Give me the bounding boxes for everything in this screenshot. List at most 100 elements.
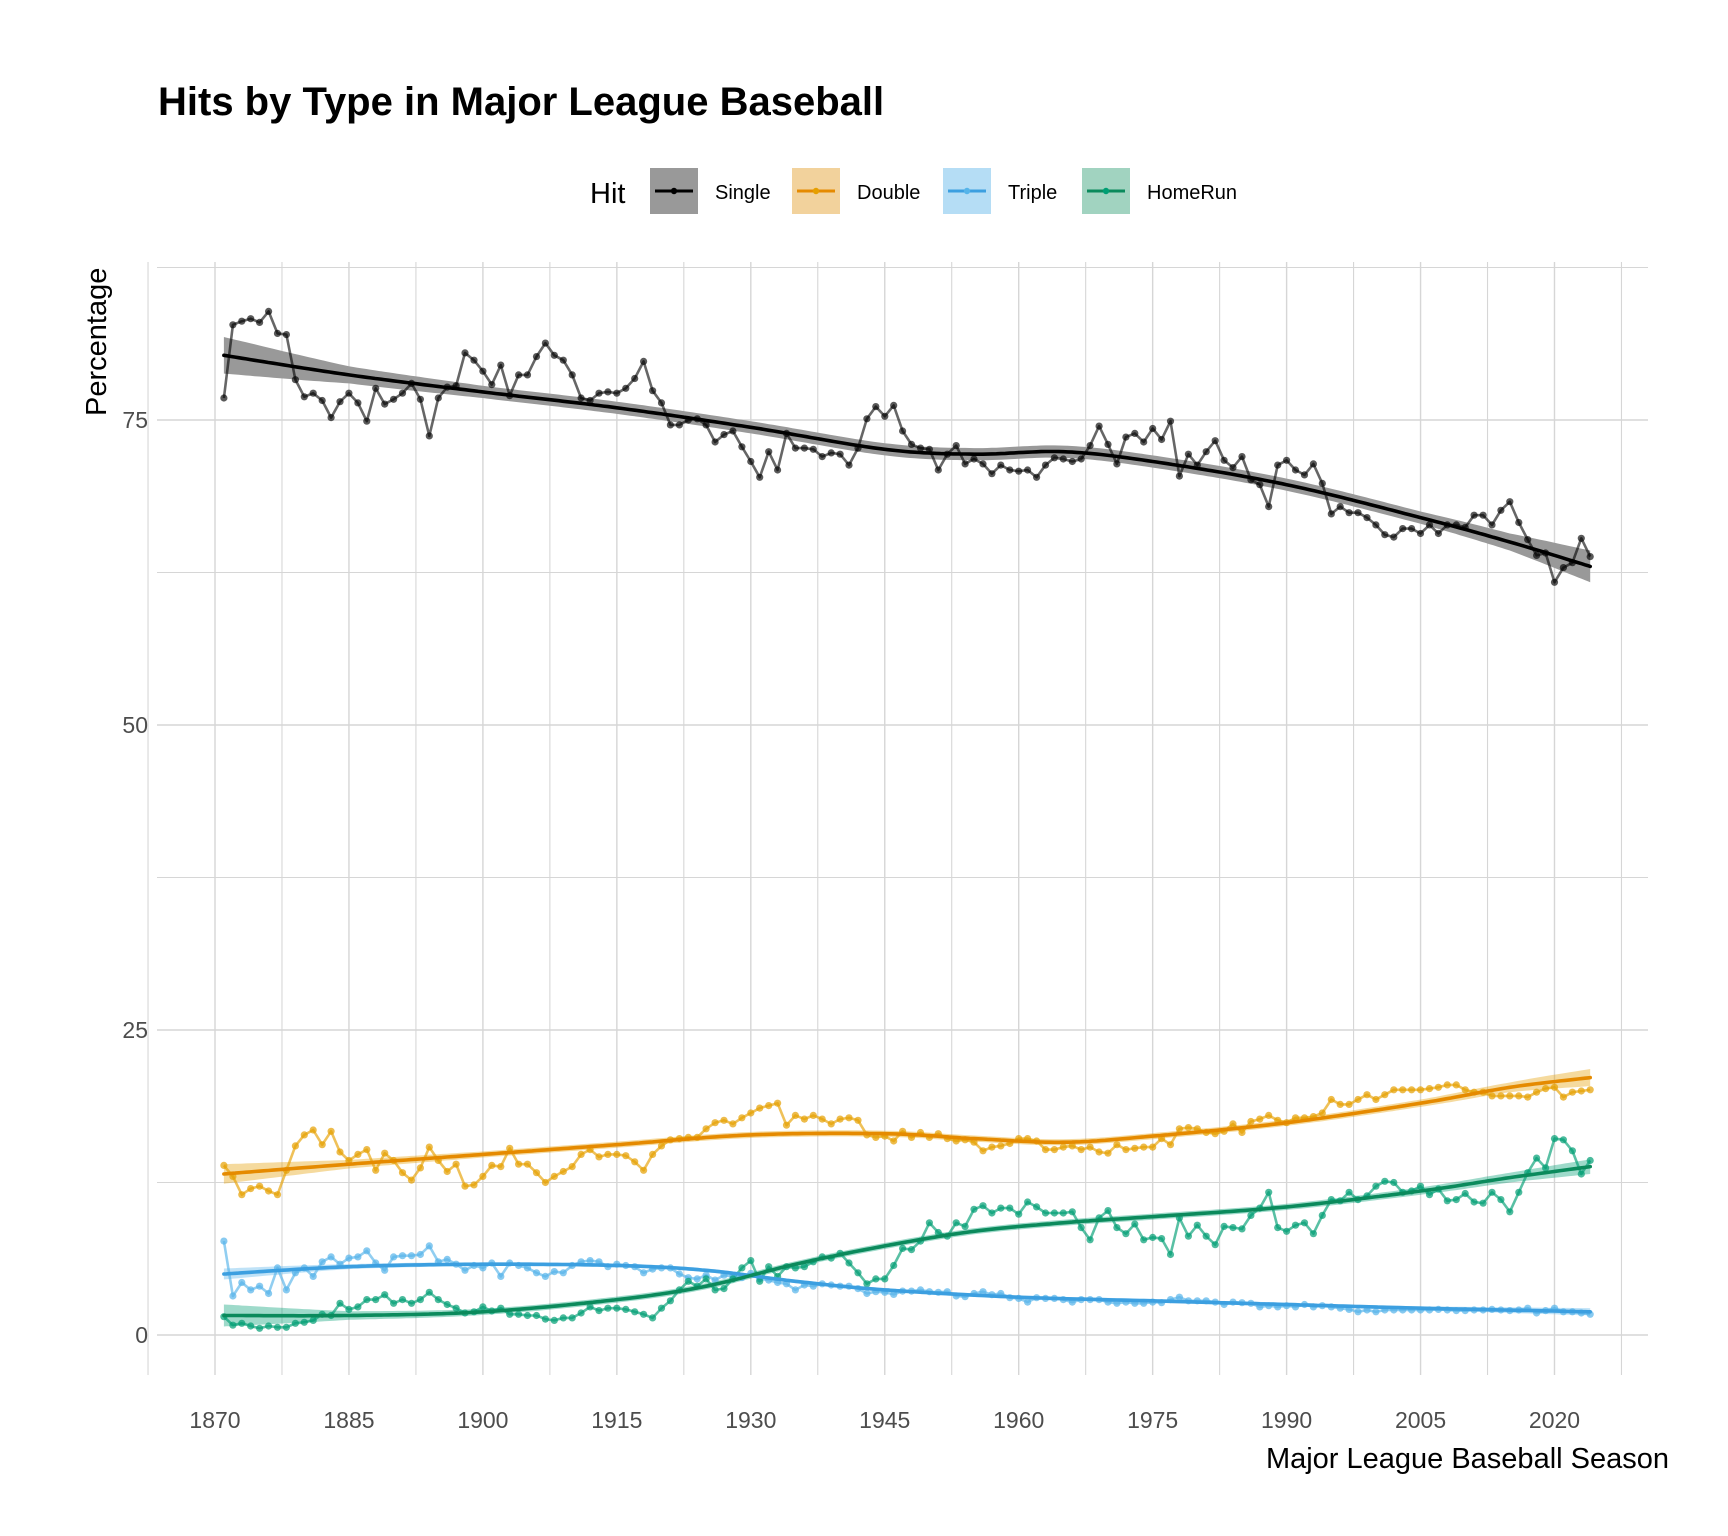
double-data-point xyxy=(515,1160,523,1168)
homerun-data-point xyxy=(1515,1188,1523,1196)
single-data-point xyxy=(711,438,719,446)
double-data-point xyxy=(1256,1115,1264,1123)
double-data-point xyxy=(1336,1100,1344,1108)
single-data-point xyxy=(1363,514,1371,522)
single-data-point xyxy=(1399,525,1407,533)
single-data-point xyxy=(1309,460,1317,468)
double-data-point xyxy=(854,1116,862,1124)
single-data-point xyxy=(720,431,728,439)
single-data-point xyxy=(497,361,505,369)
single-data-point xyxy=(881,412,889,420)
y-tick-label: 0 xyxy=(135,1322,148,1348)
single-data-point xyxy=(1006,466,1014,474)
double-data-point xyxy=(506,1144,514,1152)
single-data-point xyxy=(952,442,960,450)
triple-data-point xyxy=(532,1269,541,1277)
single-data-point xyxy=(1050,454,1058,462)
homerun-data-point xyxy=(282,1323,290,1331)
double-data-point xyxy=(1077,1146,1085,1154)
single-data-point xyxy=(327,414,335,422)
single-data-point xyxy=(559,356,567,364)
single-data-point xyxy=(1300,471,1309,479)
single-data-point xyxy=(1416,529,1425,538)
homerun-data-point xyxy=(1425,1191,1434,1199)
triple-data-point xyxy=(1024,1298,1032,1306)
homerun-legend-label: HomeRun xyxy=(1147,182,1237,204)
homerun-data-point xyxy=(1291,1221,1300,1229)
homerun-data-point xyxy=(952,1219,960,1227)
homerun-data-point xyxy=(1059,1209,1067,1217)
x-tick-label: 1900 xyxy=(457,1407,508,1433)
homerun-data-point xyxy=(229,1321,237,1329)
double-data-point xyxy=(372,1166,380,1174)
double-data-point xyxy=(800,1115,809,1123)
double-data-point xyxy=(1354,1095,1362,1104)
single-data-point xyxy=(220,394,228,402)
legend-item-single: Single xyxy=(650,168,771,214)
homerun-data-point xyxy=(291,1319,299,1327)
homerun-data-point xyxy=(934,1228,942,1237)
single-data-point xyxy=(470,356,478,364)
triple-data-point xyxy=(979,1288,987,1296)
double-data-point xyxy=(729,1120,737,1128)
homerun-data-point xyxy=(890,1261,898,1270)
homerun-data-point xyxy=(800,1263,809,1271)
homerun-data-point xyxy=(979,1202,987,1210)
homerun-data-point xyxy=(1086,1236,1094,1244)
single-data-point xyxy=(640,357,648,365)
double-data-point xyxy=(872,1133,880,1141)
homerun-data-point xyxy=(354,1303,362,1311)
homerun-data-point xyxy=(523,1311,532,1320)
single-data-point xyxy=(916,444,925,452)
homerun-data-point xyxy=(515,1310,523,1318)
homerun-data-point xyxy=(1202,1232,1210,1240)
double-data-point xyxy=(1265,1111,1273,1119)
double-data-point xyxy=(559,1167,567,1176)
homerun-data-point xyxy=(1211,1241,1219,1249)
triple-data-point xyxy=(1175,1293,1183,1301)
triple-data-point xyxy=(890,1290,898,1298)
homerun-data-point xyxy=(1443,1197,1451,1205)
double-data-point xyxy=(622,1152,630,1160)
homerun-data-point xyxy=(666,1297,675,1305)
single-data-point xyxy=(809,445,817,453)
single-data-point xyxy=(1184,450,1192,458)
homerun-data-point xyxy=(336,1299,344,1307)
homerun-data-point xyxy=(845,1259,853,1267)
x-tick-label: 1915 xyxy=(591,1407,642,1433)
double-data-point xyxy=(532,1169,541,1177)
double-data-point xyxy=(1408,1086,1416,1094)
series-lines xyxy=(222,310,1592,1330)
homerun-data-point xyxy=(1166,1250,1175,1259)
homerun-data-point xyxy=(550,1316,558,1324)
y-tick-label: 75 xyxy=(122,407,148,433)
single-data-point xyxy=(1274,461,1282,469)
single-data-point xyxy=(1113,460,1121,468)
homerun-data-point xyxy=(1488,1188,1496,1196)
double-data-point xyxy=(1140,1143,1148,1151)
triple-data-point xyxy=(550,1268,558,1276)
double-data-point xyxy=(836,1115,844,1123)
double-smooth-line xyxy=(222,1075,1592,1176)
single-data-point xyxy=(907,440,916,448)
homerun-data-point xyxy=(443,1300,451,1309)
single-legend-point-icon xyxy=(670,187,678,195)
homerun-data-point xyxy=(872,1275,880,1283)
homerun-data-point xyxy=(711,1286,719,1294)
double-confidence-band xyxy=(223,1069,1591,1184)
single-data-point xyxy=(1104,440,1112,448)
double-data-point xyxy=(1577,1087,1585,1095)
single-data-point xyxy=(729,427,737,435)
homerun-data-point xyxy=(479,1303,487,1311)
homerun-data-point xyxy=(1577,1170,1585,1178)
double-data-point xyxy=(1497,1092,1505,1100)
single-data-point xyxy=(925,445,934,453)
triple-data-point xyxy=(497,1272,505,1280)
single-data-point xyxy=(515,371,523,379)
single-data-point xyxy=(354,399,362,407)
single-data-point xyxy=(1291,466,1300,474)
homerun-data-point xyxy=(1006,1204,1014,1212)
double-data-point xyxy=(979,1147,987,1155)
homerun-data-point xyxy=(1104,1207,1112,1215)
single-data-point xyxy=(1506,498,1514,506)
